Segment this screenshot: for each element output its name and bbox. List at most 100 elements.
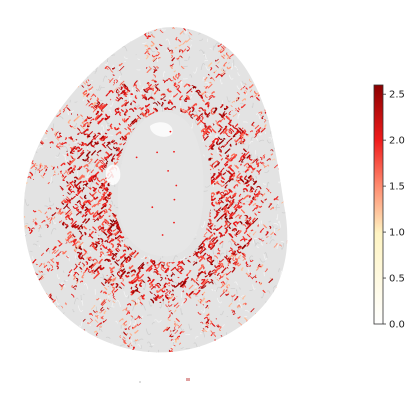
streak-stroke [27, 176, 32, 179]
streak-stroke [207, 314, 210, 316]
streak-stroke [232, 257, 235, 262]
ring-stroke [94, 114, 100, 121]
ring-stroke [124, 128, 127, 131]
streak-stroke [301, 199, 303, 201]
texture-stroke [89, 197, 96, 203]
streak-stroke [317, 144, 320, 147]
streak-stroke [74, 361, 77, 364]
streak-stroke [142, 23, 145, 26]
streak-stroke [257, 126, 262, 132]
streak-stroke [249, 342, 255, 347]
ring-stroke [193, 261, 195, 263]
ring-stroke [210, 143, 216, 150]
ring-stroke [149, 291, 153, 294]
streak-stroke [21, 133, 22, 135]
streak-stroke [261, 345, 264, 349]
streak-stroke [289, 95, 292, 96]
streak-stroke [329, 156, 330, 157]
streak-stroke [307, 246, 309, 247]
ring-stroke [229, 172, 236, 178]
streak-stroke [100, 62, 102, 65]
streak-stroke [239, 36, 244, 40]
streak-stroke [47, 261, 51, 264]
texture-stroke [94, 58, 100, 61]
streak-stroke [47, 207, 52, 210]
streak-stroke [240, 132, 245, 137]
streak-stroke [17, 178, 19, 179]
streak-stroke [264, 124, 267, 128]
streak-stroke [187, 46, 190, 51]
ring-stroke [80, 225, 84, 230]
ring-stroke [219, 258, 225, 263]
streak-stroke [38, 325, 41, 329]
streak-stroke [90, 318, 93, 321]
streak-stroke [157, 51, 161, 55]
streak-stroke [172, 21, 174, 23]
texture-stroke [89, 27, 93, 33]
ring-stroke [79, 202, 84, 207]
streak-stroke [125, 307, 128, 311]
texture-stroke [24, 64, 29, 67]
streak-stroke [5, 284, 7, 287]
texture-stroke [43, 62, 48, 64]
texture-stroke [88, 51, 93, 58]
streak-stroke [143, 17, 145, 20]
streak-stroke [234, 370, 237, 372]
texture-stroke [55, 297, 60, 305]
texture-stroke [248, 258, 253, 261]
ring-stroke [211, 197, 217, 201]
ring-stroke [90, 230, 94, 234]
ring-stroke [231, 267, 236, 273]
ring-stroke [187, 106, 190, 111]
ring-stroke [120, 109, 125, 112]
ring-stroke [239, 238, 246, 242]
streak-stroke [261, 128, 264, 130]
ring-stroke [172, 289, 174, 292]
streak-stroke [285, 164, 288, 168]
texture-stroke [18, 204, 21, 206]
texture-stroke [63, 270, 65, 273]
streak-stroke [112, 276, 117, 282]
streak-stroke [111, 290, 115, 295]
streak-stroke [83, 335, 86, 339]
streak-stroke [115, 350, 119, 353]
texture-stroke [266, 139, 272, 144]
streak-stroke [248, 232, 251, 236]
streak-stroke [286, 62, 288, 66]
streak-stroke [329, 134, 331, 137]
ring-stroke [130, 269, 137, 273]
streak-stroke [333, 202, 335, 205]
texture-stroke [73, 140, 79, 143]
streak-stroke [77, 70, 80, 74]
ring-stroke [166, 268, 170, 272]
streak-stroke [172, 329, 176, 332]
ring-stroke [228, 200, 235, 208]
ring-stroke [119, 263, 124, 268]
streak-stroke [73, 239, 77, 243]
ring-stroke [67, 200, 71, 204]
streak-stroke [174, 46, 178, 49]
streak-stroke [250, 189, 252, 193]
texture-stroke [63, 339, 65, 345]
streak-stroke [302, 190, 306, 193]
streak-stroke [29, 171, 34, 177]
texture-stroke [98, 86, 102, 91]
ring-stroke [111, 286, 115, 293]
streak-stroke [275, 50, 278, 53]
streak-stroke [179, 331, 183, 335]
texture-stroke [121, 331, 126, 334]
ring-stroke [128, 264, 134, 270]
ring-stroke [68, 185, 72, 190]
streak-stroke [34, 222, 37, 226]
streak-stroke [247, 224, 249, 226]
streak-stroke [98, 17, 102, 20]
streak-stroke [225, 284, 230, 288]
streak-stroke [331, 249, 334, 252]
streak-stroke [27, 129, 31, 133]
texture-stroke [44, 205, 49, 208]
streak-stroke [82, 120, 85, 124]
texture-stroke [172, 255, 178, 262]
ring-stroke [219, 104, 224, 109]
streak-stroke [222, 380, 225, 382]
streak-stroke [237, 48, 240, 51]
